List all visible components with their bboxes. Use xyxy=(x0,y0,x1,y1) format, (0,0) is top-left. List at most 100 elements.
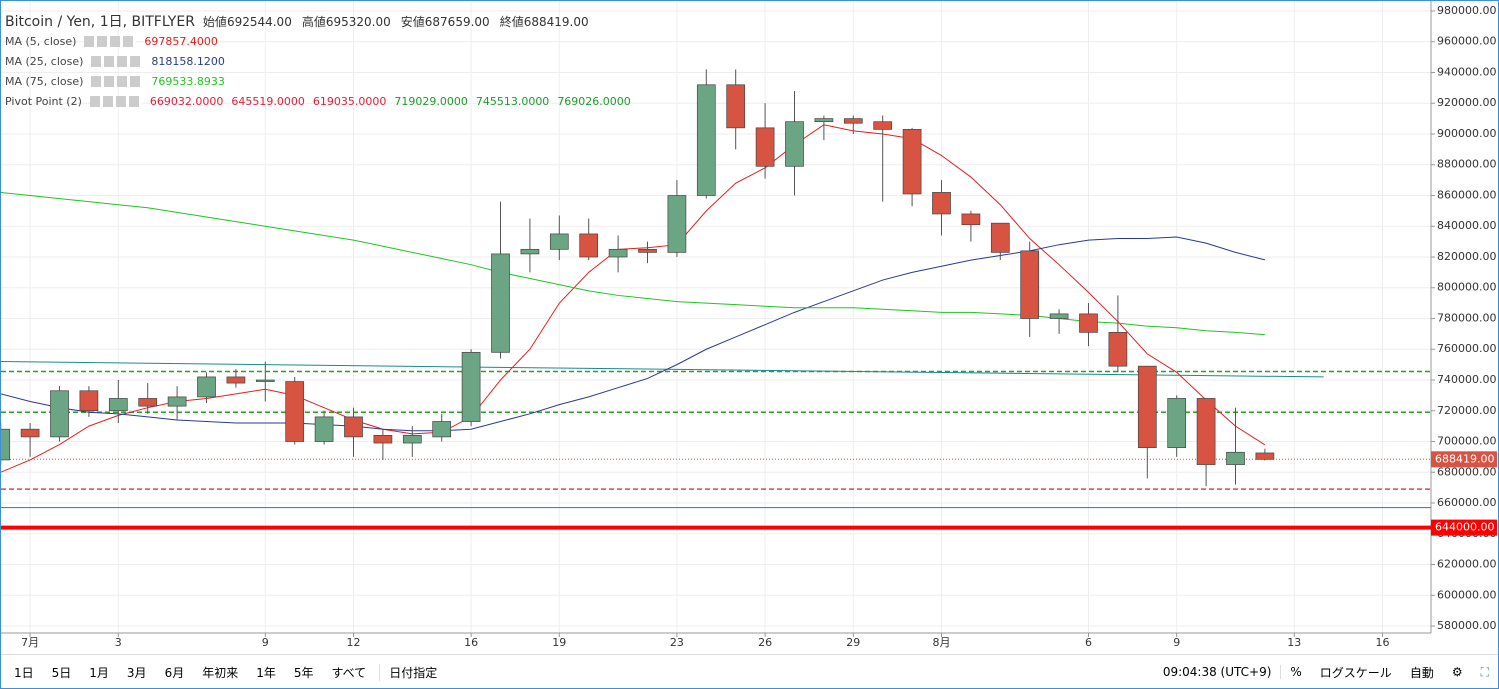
y-tick-label: 700000.00 xyxy=(1437,435,1497,448)
y-tick-label: 740000.00 xyxy=(1437,373,1497,386)
indicator-icons[interactable] xyxy=(91,55,144,67)
candle-body xyxy=(20,428,40,438)
candle-body xyxy=(932,192,951,215)
x-tick-label: 3 xyxy=(115,636,122,649)
candle-body xyxy=(785,121,804,167)
x-tick-label: 13 xyxy=(1287,636,1301,649)
price-label: 644000.00 xyxy=(1435,521,1495,534)
candle-body xyxy=(432,421,452,438)
x-tick-label: 7月 xyxy=(21,636,39,649)
candle-body xyxy=(344,416,363,438)
candle-body xyxy=(138,398,158,407)
candle-body xyxy=(1079,313,1098,333)
y-tick-label: 760000.00 xyxy=(1437,342,1497,355)
candle-body xyxy=(990,222,1010,253)
range-button[interactable]: 1年 xyxy=(256,665,276,680)
ohlc-label: 終値 xyxy=(499,14,524,29)
candle-body xyxy=(197,376,216,398)
candle-body xyxy=(873,121,893,130)
candle-body xyxy=(520,248,540,255)
toolbar: 1日 5日 1月 3月 6月 年初来 1年 5年 すべて 日付指定 09:04:38 (UTC+… xyxy=(1,654,1498,688)
range-button[interactable]: すべて xyxy=(331,665,367,680)
percent[interactable]: % xyxy=(1290,665,1302,679)
y-tick-label: 920000.00 xyxy=(1437,96,1497,109)
candle-body xyxy=(902,129,922,195)
indicator-name: MA (5, close) xyxy=(5,34,77,48)
range-button[interactable]: 1月 xyxy=(89,665,109,680)
candle-body xyxy=(843,118,863,124)
indicator-row: MA (5, close) 697857.4000 xyxy=(5,31,631,51)
ma-line xyxy=(1,124,1266,473)
x-tick-label: 29 xyxy=(846,636,860,649)
range-button[interactable]: 5年 xyxy=(293,665,314,680)
candle-body xyxy=(608,248,628,258)
y-tick-label: 580000.00 xyxy=(1437,619,1497,632)
fullscreen[interactable]: ⛶ xyxy=(1480,664,1489,679)
y-tick-label: 620000.00 xyxy=(1437,558,1497,571)
candle-body xyxy=(373,435,393,444)
candle-body xyxy=(255,379,275,382)
range-button[interactable]: 年初来 xyxy=(202,665,239,680)
x-tick-label: 9 xyxy=(1173,636,1180,649)
indicator-name: MA (25, close) xyxy=(5,54,84,68)
candle-body xyxy=(1108,331,1128,367)
chart: 580000.00600000.00620000.00640000.006600… xyxy=(1,1,1497,649)
ranges: 1日 5日 1月 3月 6月 年初来 1年 5年 すべて xyxy=(1,664,379,681)
range-button[interactable]: 1日 xyxy=(14,665,34,680)
candle-body xyxy=(1255,452,1275,460)
candle-body xyxy=(402,435,422,444)
y-tick-label: 720000.00 xyxy=(1437,404,1497,417)
candle-body xyxy=(549,233,569,250)
y-tick-label: 660000.00 xyxy=(1437,496,1497,509)
trendline xyxy=(1,361,1324,378)
candle-body xyxy=(167,396,187,407)
range-button[interactable]: 5日 xyxy=(51,665,72,680)
y-tick-label: 860000.00 xyxy=(1437,188,1497,201)
y-tick-label: 800000.00 xyxy=(1437,281,1497,294)
indicator-row: MA (75, close) 769533.8933 xyxy=(5,71,631,91)
ohlc-value: 687659.00 xyxy=(424,14,490,29)
candle-body xyxy=(108,398,128,412)
candle-body xyxy=(50,390,69,438)
y-tick-label: 600000.00 xyxy=(1437,588,1497,601)
ohlc-label: 高値 xyxy=(301,14,326,29)
x-tick-label: 16 xyxy=(464,636,478,649)
candle-body xyxy=(1049,313,1069,319)
indicator-icons[interactable] xyxy=(91,75,144,87)
y-tick-label: 900000.00 xyxy=(1437,127,1497,140)
range-button[interactable]: 6月 xyxy=(164,665,185,680)
ohlc-value: 692544.00 xyxy=(226,14,292,29)
candle-body xyxy=(461,351,481,422)
candle-body xyxy=(814,118,834,123)
indicator-value: 697857.4000 xyxy=(144,34,218,48)
y-tick-label: 880000.00 xyxy=(1437,158,1497,171)
date-button[interactable]: 日付指定 xyxy=(379,663,446,681)
indicator-value: 769026.0000 xyxy=(557,94,631,108)
settings[interactable]: ⚙ xyxy=(1451,665,1463,679)
legend: Bitcoin / Yen, 1日, BITFLYER 始値692544.00 高値… xyxy=(5,11,631,111)
price-label-box xyxy=(1431,451,1497,468)
ma-line xyxy=(1,236,1266,432)
y-tick-label: 840000.00 xyxy=(1437,219,1497,232)
range-button[interactable]: 3月 xyxy=(126,665,147,680)
x-tick-label: 26 xyxy=(758,636,772,649)
candle-body xyxy=(638,248,657,253)
indicator-icons[interactable] xyxy=(84,35,137,47)
indicator-icons[interactable] xyxy=(89,95,142,107)
indicator-name: Pivot Point (2) xyxy=(5,94,82,108)
indicator-value: 645519.0000 xyxy=(231,94,305,108)
price-label: 688419.00 xyxy=(1435,452,1495,465)
header-row: Bitcoin / Yen, 1日, BITFLYER 始値692544.00 高値… xyxy=(5,11,631,31)
y-tick-label: 820000.00 xyxy=(1437,250,1497,263)
auto[interactable]: 自動 xyxy=(1409,665,1434,680)
x-tick-label: 23 xyxy=(670,636,684,649)
y-tick-label: 960000.00 xyxy=(1437,35,1497,48)
candle-body xyxy=(726,84,746,129)
ohlc: 始値692544.00 高値695320.00 安値687659.00 終値68841… xyxy=(203,13,599,30)
candle-body xyxy=(696,84,716,196)
indicator-row: Pivot Point (2) 669032.0000 645519.0000 619… xyxy=(5,91,631,111)
indicator-value: 669032.0000 xyxy=(149,94,224,108)
log-scale[interactable]: ログスケール xyxy=(1319,665,1392,680)
x-tick-label: 8月 xyxy=(932,636,950,649)
ohlc-label: 安値 xyxy=(400,14,425,29)
